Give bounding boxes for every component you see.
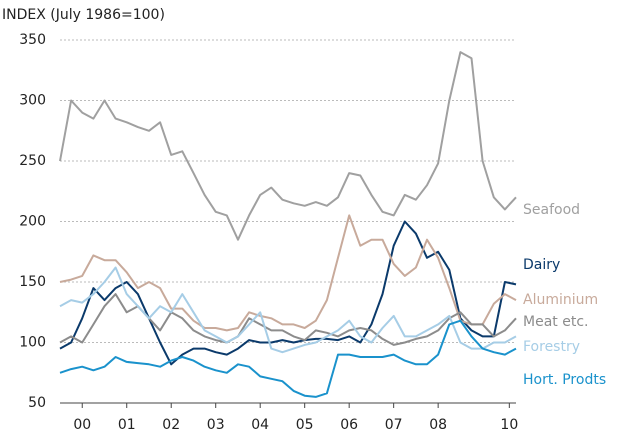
legend-label: Seafood bbox=[523, 202, 580, 218]
x-tick-label: 05 bbox=[296, 417, 314, 433]
series-line bbox=[59, 214, 517, 332]
series-line bbox=[59, 293, 517, 346]
legend-label: Dairy bbox=[523, 257, 560, 273]
x-tick-label: 04 bbox=[251, 417, 269, 433]
x-tick-label: 08 bbox=[429, 417, 447, 433]
series-line bbox=[59, 319, 517, 398]
chart-title: INDEX (July 1986=100) bbox=[2, 7, 165, 23]
legend-label: Hort. Prodts bbox=[523, 372, 606, 388]
y-tick-label: 100 bbox=[19, 335, 46, 351]
y-tick-label: 50 bbox=[28, 395, 46, 411]
x-tick-label: 00 bbox=[73, 417, 91, 433]
y-tick-label: 150 bbox=[19, 274, 46, 290]
x-tick-label: 10 bbox=[500, 417, 518, 433]
x-tick-label: 07 bbox=[385, 417, 403, 433]
y-tick-label: 350 bbox=[19, 32, 46, 48]
x-tick-label: 02 bbox=[162, 417, 180, 433]
x-tick-label: 03 bbox=[207, 417, 225, 433]
legend-label: Forestry bbox=[523, 339, 580, 355]
series-line bbox=[59, 220, 517, 366]
x-tick-label: 06 bbox=[340, 417, 358, 433]
series-line bbox=[59, 51, 517, 241]
y-tick-label: 300 bbox=[19, 93, 46, 109]
legend-label: Meat etc. bbox=[523, 314, 588, 330]
x-tick-label: 01 bbox=[118, 417, 136, 433]
series-line bbox=[59, 266, 517, 354]
y-tick-label: 250 bbox=[19, 153, 46, 169]
y-tick-label: 200 bbox=[19, 214, 46, 230]
legend-label: Aluminium bbox=[523, 292, 598, 308]
